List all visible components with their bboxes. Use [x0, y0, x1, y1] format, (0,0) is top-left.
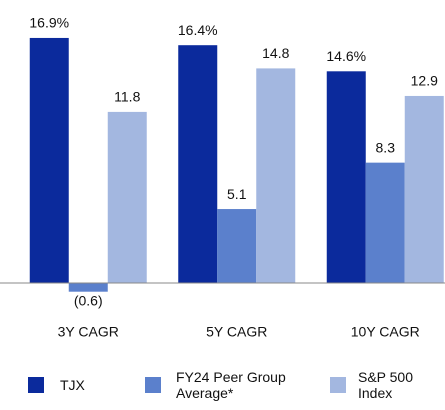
legend-label: FY24 Peer Group Average* [176, 369, 286, 401]
legend-swatch [145, 377, 161, 393]
data-label: 14.6% [326, 48, 366, 64]
data-label: 5.1 [227, 186, 247, 202]
bar [326, 71, 366, 283]
bar [365, 162, 405, 283]
legend-label: S&P 500 Index [358, 369, 414, 401]
data-label: 8.3 [376, 139, 396, 155]
legend-label: TJX [60, 377, 85, 393]
data-label: 16.9% [29, 15, 69, 31]
legend-swatch [28, 377, 44, 393]
data-label: 11.8 [114, 89, 140, 105]
x-tick-label: 3Y CAGR [58, 324, 119, 340]
x-tick-label: 5Y CAGR [206, 324, 267, 340]
bar [68, 283, 108, 292]
bar [217, 209, 257, 283]
data-label: 12.9 [411, 73, 438, 89]
data-label: 14.8 [262, 45, 289, 61]
legend-swatch [330, 377, 346, 393]
bar [29, 37, 69, 284]
bar [256, 68, 296, 284]
data-label: (0.6) [74, 292, 103, 308]
bar [107, 111, 147, 284]
bar [404, 95, 444, 283]
data-label: 16.4% [178, 22, 218, 38]
bar [178, 45, 218, 284]
x-tick-label: 10Y CAGR [351, 324, 420, 340]
